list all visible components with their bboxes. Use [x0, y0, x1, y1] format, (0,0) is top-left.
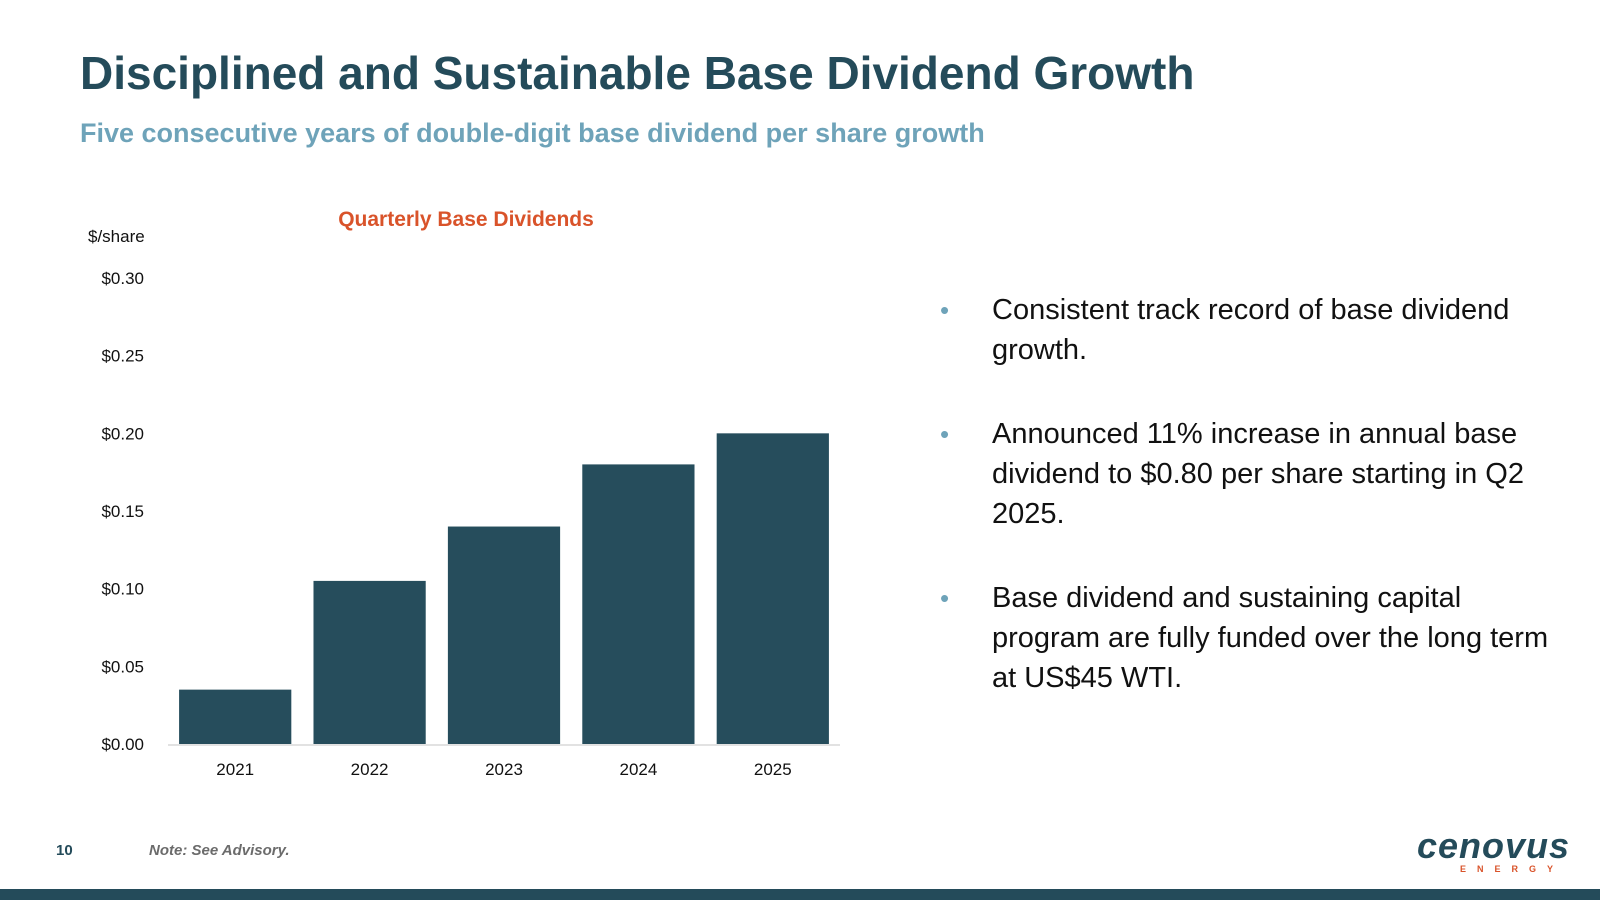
y-tick-label: $0.00: [101, 735, 144, 754]
y-tick-label: $0.15: [101, 502, 144, 521]
bar-2025: [716, 433, 829, 744]
bar-2022: [313, 580, 426, 744]
bullet-text: Consistent track record of base dividend…: [992, 294, 1510, 366]
logo-subtext: ENERGY: [1459, 864, 1564, 874]
advisory-note: Note: See Advisory.: [149, 842, 290, 859]
y-axis-label: $/share: [88, 227, 145, 246]
bars: [179, 433, 829, 744]
bullet-item: • Consistent track record of base divide…: [940, 290, 1570, 370]
x-tick-label: 2025: [754, 760, 792, 779]
chart-title: Quarterly Base Dividends: [338, 208, 594, 231]
y-tick-label: $0.10: [101, 580, 144, 599]
bullet-item: • Base dividend and sustaining capital p…: [940, 578, 1570, 698]
x-tick-label: 2024: [619, 760, 657, 779]
bar-2021: [179, 689, 292, 744]
slide-subtitle: Five consecutive years of double-digit b…: [80, 118, 985, 148]
x-axis-ticks: 2021 2022 2023 2024 2025: [216, 760, 791, 779]
y-tick-label: $0.20: [101, 424, 144, 443]
bullet-item: • Announced 11% increase in annual base …: [940, 414, 1570, 534]
y-tick-label: $0.05: [101, 657, 144, 676]
y-axis-ticks: $0.00 $0.05 $0.10 $0.15 $0.20 $0.25 $0.30: [101, 269, 144, 754]
bar-2023: [447, 526, 561, 744]
x-tick-label: 2022: [351, 760, 389, 779]
bullet-dot-icon: •: [940, 295, 950, 325]
logo-wordmark: cenovus: [1416, 825, 1570, 866]
company-logo: cenovus ENERGY: [1410, 828, 1570, 876]
bullet-dot-icon: •: [940, 583, 950, 613]
bar-2024: [582, 464, 695, 744]
key-points-list: • Consistent track record of base divide…: [940, 290, 1570, 742]
footer-bar: [0, 889, 1600, 900]
bullet-dot-icon: •: [940, 419, 950, 449]
slide-title: Disciplined and Sustainable Base Dividen…: [80, 47, 1195, 99]
dividend-bar-chart: Quarterly Base Dividends $/share $0.00$0…: [88, 208, 840, 779]
y-tick-label: $0.25: [101, 347, 144, 366]
x-tick-label: 2023: [485, 760, 523, 779]
bullet-text: Announced 11% increase in annual base di…: [992, 418, 1524, 530]
bullet-text: Base dividend and sustaining capital pro…: [992, 582, 1549, 694]
page-number: 10: [56, 842, 73, 859]
x-tick-label: 2021: [216, 760, 254, 779]
y-tick-label: $0.30: [101, 269, 144, 288]
